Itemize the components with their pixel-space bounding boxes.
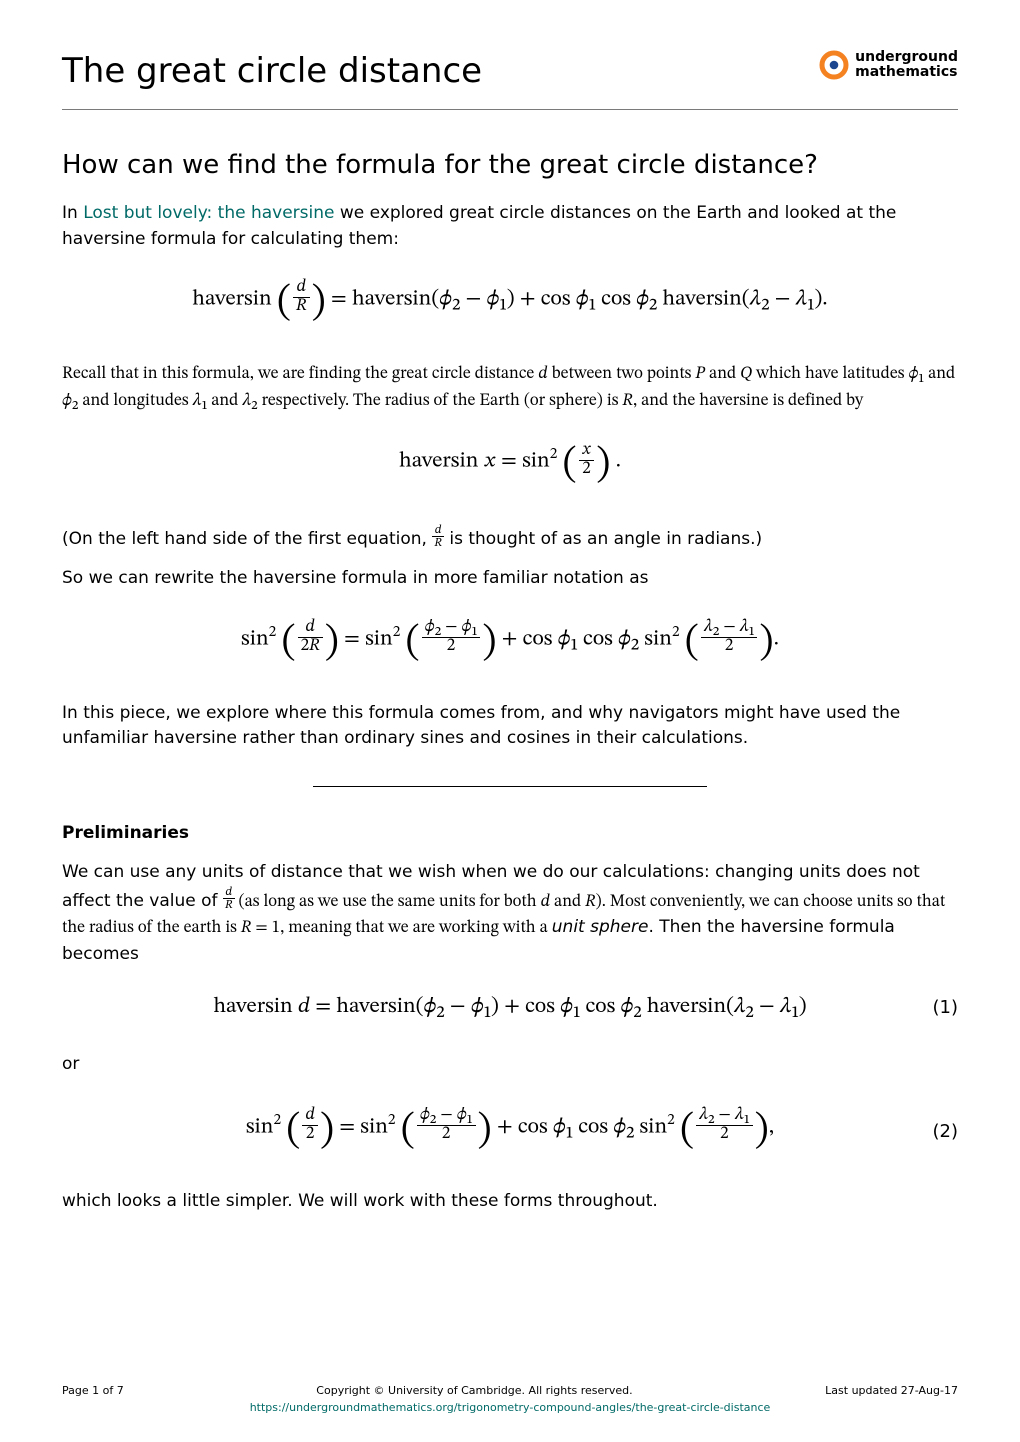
sq: 2 (550, 446, 558, 462)
sin: sin (246, 1116, 274, 1138)
num: 𝜆₂ − 𝜆₁ (696, 1107, 753, 1126)
logo-text: underground mathematics (855, 50, 958, 81)
footer-copyright: Copyright © University of Cambridge. All… (316, 1383, 632, 1400)
num: 𝑑 (293, 279, 310, 298)
sq: 2 (273, 1112, 281, 1128)
equation-haversin-def: haversin 𝑥 = sin2 (𝑥2) . (62, 436, 958, 495)
subtitle: How can we find the formula for the grea… (62, 146, 958, 185)
equation-1-row: haversin 𝑑 = haversin(𝜙₂ − 𝜙₁) + cos 𝜙₁ … (62, 991, 958, 1024)
eq: = sin (334, 1116, 388, 1138)
page-title: The great circle distance (62, 46, 482, 97)
unit-sphere-em: unit sphere (552, 917, 649, 937)
dot: . (774, 628, 779, 650)
num: 𝑑 (302, 1107, 318, 1126)
page-footer: Page 1 of 7 Copyright © University of Ca… (62, 1383, 958, 1416)
den: 2 (696, 1126, 753, 1145)
logo-line-1: underground (855, 49, 958, 65)
page-header: The great circle distance underground ma… (62, 46, 958, 110)
num: 𝜙₂ − 𝜙₁ (417, 1107, 476, 1126)
equation-2: sin2 (𝑑2) = sin2 (𝜙₂ − 𝜙₁2) + cos 𝜙₁ cos… (62, 1102, 958, 1161)
section-divider (313, 786, 707, 787)
text: (On the left hand side of the first equa… (62, 529, 432, 549)
equation-1: haversin 𝑑 = haversin(𝜙₂ − 𝜙₁) + cos 𝜙₁ … (62, 991, 958, 1024)
equation-haversin-main: haversin (𝑑𝑅) = haversin(𝜙₂ − 𝜙₁) + cos … (62, 274, 958, 333)
sq: 2 (393, 624, 401, 640)
eq: = sin (339, 628, 393, 650)
text: = haversin(𝜙₂ − 𝜙₁) + cos 𝜙₁ cos 𝜙₂ have… (326, 288, 828, 310)
brand-logo: underground mathematics (819, 50, 958, 81)
paragraph-simpler: which looks a little simpler. We will wo… (62, 1189, 958, 1215)
num: 𝑑 (432, 524, 444, 537)
den: 𝑅 (293, 298, 310, 317)
plus: + cos 𝜙₁ cos 𝜙₂ sin (492, 1116, 667, 1138)
equation-sin2-expanded: sin2 (𝑑2𝑅) = sin2 (𝜙₂ − 𝜙₁2) + cos 𝜙₁ co… (62, 614, 958, 673)
text: haversin 𝑥 = sin (399, 451, 550, 473)
equation-2-row: sin2 (𝑑2) = sin2 (𝜙₂ − 𝜙₁2) + cos 𝜙₁ cos… (62, 1102, 958, 1161)
comma: , (769, 1116, 774, 1138)
logo-line-2: mathematics (855, 64, 957, 80)
den: 2 (701, 638, 758, 657)
equation-2-number: (2) (933, 1118, 959, 1145)
dot: . (616, 451, 621, 473)
den: 2 (579, 461, 595, 480)
paragraph-recall: Recall that in this formula, we are find… (62, 361, 958, 414)
sin: sin (241, 628, 269, 650)
paragraph-lhs-note: (On the left hand side of the first equa… (62, 524, 958, 552)
den: 𝑅 (432, 537, 444, 549)
sq: 2 (388, 1112, 396, 1128)
paragraph-intro: In Lost but lovely: the haversine we exp… (62, 201, 958, 252)
den: 2 (302, 1126, 318, 1145)
num: 𝑑 (223, 886, 235, 899)
footer-page: Page 1 of 7 (62, 1383, 124, 1400)
haversine-link[interactable]: Lost but lovely: the haversine (83, 203, 334, 223)
sq: 2 (667, 1112, 675, 1128)
sq: 2 (269, 624, 277, 640)
plus: + cos 𝜙₁ cos 𝜙₂ sin (496, 628, 671, 650)
num: 𝜆₂ − 𝜆₁ (701, 619, 758, 638)
text: Recall that in this formula, we are find… (62, 366, 955, 410)
paragraph-units: We can use any units of distance that we… (62, 860, 958, 967)
text: In (62, 203, 83, 223)
num: 𝑑 (298, 619, 323, 638)
paragraph-explore: In this piece, we explore where this for… (62, 701, 958, 752)
den: 2 (417, 1126, 476, 1145)
paragraph-rewrite: So we can rewrite the haversine formula … (62, 566, 958, 592)
text: is thought of as an angle in radians.) (444, 529, 762, 549)
or-text: or (62, 1052, 958, 1078)
sq: 2 (672, 624, 680, 640)
footer-url-link[interactable]: https://undergroundmathematics.org/trigo… (62, 1400, 958, 1417)
num: 𝜙₂ − 𝜙₁ (422, 619, 481, 638)
den: 2 (422, 638, 481, 657)
den: 𝑅 (223, 899, 235, 911)
den: 2𝑅 (298, 638, 323, 657)
num: 𝑥 (579, 442, 595, 461)
text: haversin (192, 288, 271, 310)
equation-1-number: (1) (933, 994, 959, 1021)
preliminaries-heading: Preliminaries (62, 821, 958, 847)
logo-icon (819, 50, 849, 80)
footer-updated: Last updated 27-Aug-17 (825, 1383, 958, 1400)
